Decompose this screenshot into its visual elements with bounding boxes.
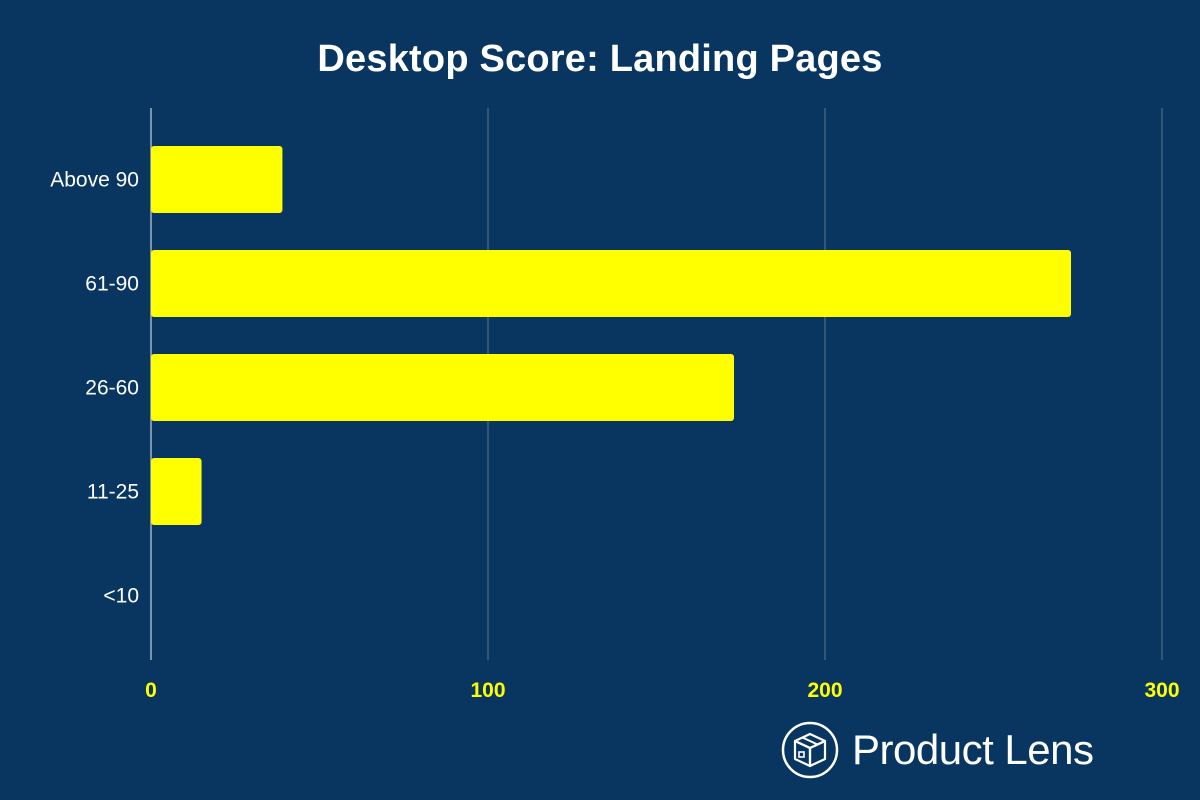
chart-title: Desktop Score: Landing Pages xyxy=(317,38,883,80)
y-tick-label: 26-60 xyxy=(85,377,139,400)
bar xyxy=(151,250,1072,317)
y-tick-label: 61-90 xyxy=(85,273,139,296)
brand-logo: Product Lens xyxy=(780,718,1094,782)
x-tick-label: 100 xyxy=(470,679,505,702)
y-tick-label: Above 90 xyxy=(50,169,139,192)
bar xyxy=(151,458,202,525)
y-tick-label: <10 xyxy=(103,585,139,608)
y-tick-label: 11-25 xyxy=(87,481,139,504)
bar xyxy=(151,354,735,421)
x-tick-label: 200 xyxy=(807,679,842,702)
x-tick-label: 0 xyxy=(145,679,157,702)
x-tick-label: 300 xyxy=(1144,679,1179,702)
bar xyxy=(151,146,283,213)
box-logo-icon xyxy=(781,721,839,779)
brand-name: Product Lens xyxy=(852,726,1094,773)
